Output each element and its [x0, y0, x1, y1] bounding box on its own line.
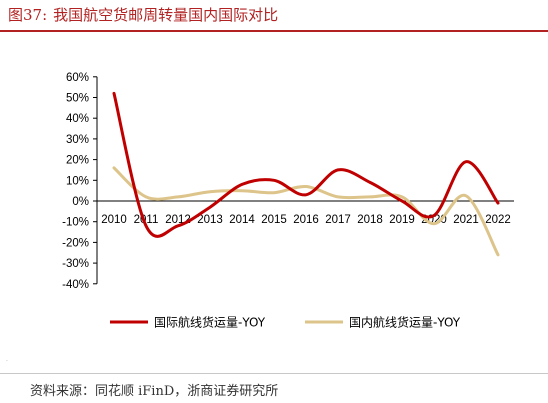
legend-label: 国内航线货运量-YOY	[349, 315, 461, 330]
series-line-international	[112, 91, 500, 238]
y-tick-label: -30%	[62, 258, 89, 270]
figure-title: 图37: 我国航空货邮周转量国内国际对比	[8, 4, 278, 25]
source-note: 资料来源：同花顺 iFinD，浙商证券研究所	[30, 384, 279, 399]
x-tick-label: 2016	[293, 214, 319, 226]
y-tick-label: -10%	[62, 217, 89, 229]
title-rule	[0, 30, 548, 32]
x-tick-label: 2019	[389, 214, 415, 226]
y-tick-label: 40%	[66, 113, 89, 125]
x-tick-label: 2022	[485, 214, 511, 226]
y-tick-label: 20%	[66, 155, 89, 167]
x-tick-label: 2015	[261, 214, 287, 226]
y-tick-label: 50%	[66, 93, 89, 105]
y-tick-label: -20%	[62, 237, 89, 249]
x-tick-label: 2014	[229, 214, 255, 226]
x-tick-label: 2010	[101, 214, 127, 226]
x-tick-label: 2011	[134, 214, 159, 226]
legend-label: 国际航线货运量-YOY	[154, 315, 266, 330]
y-tick-label: -40%	[62, 279, 89, 291]
y-tick-label: 60%	[66, 72, 89, 84]
source-rule	[0, 373, 548, 374]
series-line-domestic	[112, 166, 500, 257]
y-tick-label: 10%	[66, 175, 89, 187]
footnote-dot: .	[6, 356, 8, 363]
x-tick-label: 2017	[325, 214, 351, 226]
y-tick-label: 0%	[72, 196, 89, 208]
x-tick-label: 2018	[357, 214, 383, 226]
figure-title-text: 我国航空货邮周转量国内国际对比	[53, 6, 279, 24]
y-tick-label: 30%	[66, 134, 89, 146]
figure-number: 图37:	[8, 6, 48, 24]
x-tick-label: 2013	[197, 214, 223, 226]
x-tick-label: 2012	[165, 214, 191, 226]
x-tick-label: 2021	[453, 214, 479, 226]
